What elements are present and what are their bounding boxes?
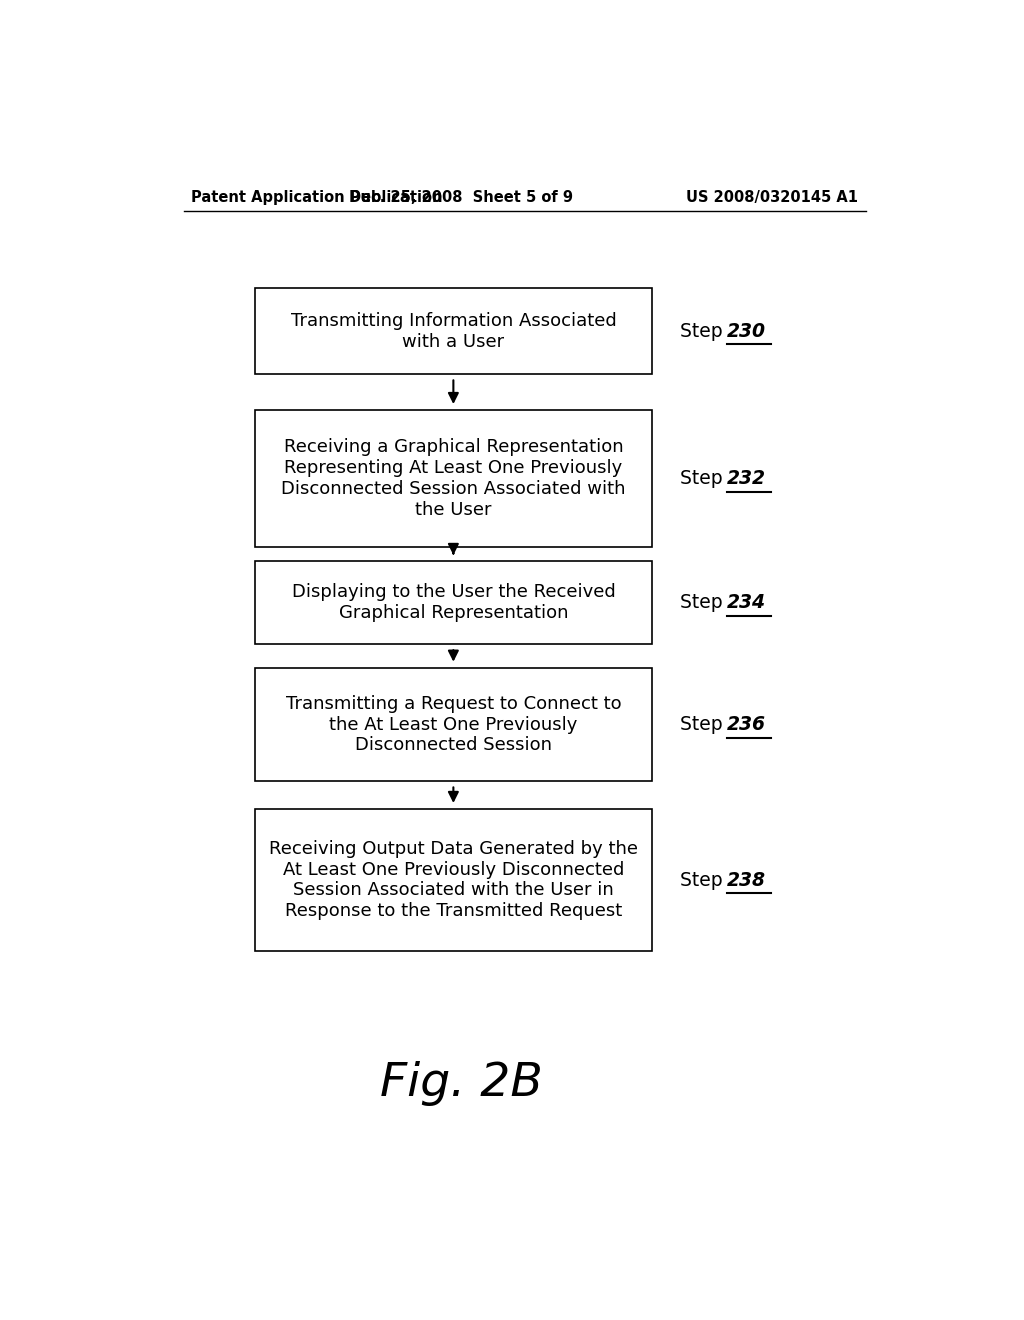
Text: 234: 234: [727, 593, 766, 612]
Text: Receiving Output Data Generated by the
At Least One Previously Disconnected
Sess: Receiving Output Data Generated by the A…: [269, 840, 638, 920]
FancyBboxPatch shape: [255, 561, 651, 644]
Text: Displaying to the User the Received
Graphical Representation: Displaying to the User the Received Grap…: [292, 583, 615, 622]
FancyBboxPatch shape: [255, 411, 651, 548]
Text: 238: 238: [727, 871, 766, 890]
Text: Transmitting a Request to Connect to
the At Least One Previously
Disconnected Se: Transmitting a Request to Connect to the…: [286, 694, 622, 754]
Text: 230: 230: [727, 322, 766, 341]
Text: Patent Application Publication: Patent Application Publication: [191, 190, 443, 205]
Text: Step: Step: [680, 593, 728, 612]
Text: Fig. 2B: Fig. 2B: [380, 1061, 543, 1106]
Text: Step: Step: [680, 871, 728, 890]
FancyBboxPatch shape: [255, 288, 651, 375]
FancyBboxPatch shape: [255, 809, 651, 952]
Text: 236: 236: [727, 715, 766, 734]
Text: Step: Step: [680, 715, 728, 734]
Text: Step: Step: [680, 469, 728, 488]
Text: Dec. 25, 2008  Sheet 5 of 9: Dec. 25, 2008 Sheet 5 of 9: [349, 190, 573, 205]
Text: Receiving a Graphical Representation
Representing At Least One Previously
Discon: Receiving a Graphical Representation Rep…: [282, 438, 626, 519]
Text: Transmitting Information Associated
with a User: Transmitting Information Associated with…: [291, 312, 616, 351]
Text: US 2008/0320145 A1: US 2008/0320145 A1: [686, 190, 858, 205]
FancyBboxPatch shape: [255, 668, 651, 781]
Text: Step: Step: [680, 322, 728, 341]
Text: 232: 232: [727, 469, 766, 488]
